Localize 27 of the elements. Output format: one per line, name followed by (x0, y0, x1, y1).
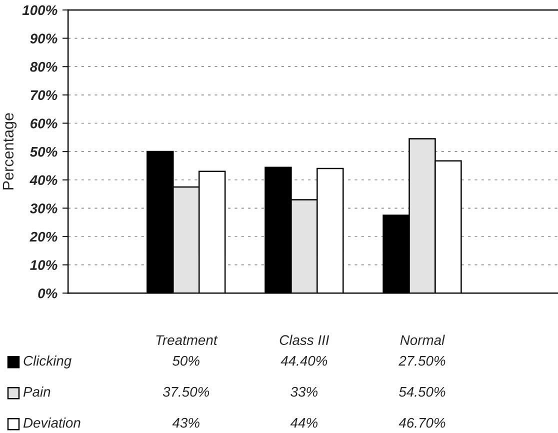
y-tick-label: 70% (30, 90, 58, 100)
data-label: 37.50% (162, 386, 210, 397)
data-label: 44.40% (280, 356, 328, 366)
y-tick-label: 60% (30, 118, 58, 128)
data-label: 33% (290, 386, 318, 397)
y-tick-label: 100% (22, 5, 58, 16)
x-tick-label: Treatment (156, 335, 218, 346)
data-label: 54.50% (399, 386, 446, 397)
data-label: 27.50% (398, 356, 446, 366)
x-tick-label: Normal (400, 334, 445, 346)
data-label: 43% (172, 418, 200, 428)
data-label: 44% (290, 418, 318, 428)
x-tick-label: Class III (280, 334, 330, 346)
legend-label: Clicking (24, 356, 72, 368)
y-tick-label: 90% (30, 34, 58, 44)
data-label: 50% (172, 356, 200, 366)
data-label: 46.70% (398, 418, 446, 428)
legend-label: Deviation (23, 418, 80, 428)
y-tick-label: 30% (30, 204, 58, 214)
y-tick-label: 80% (30, 62, 58, 72)
legend-label: Pain (23, 386, 50, 397)
y-tick-label: 40% (30, 175, 58, 186)
y-tick-label: 0% (38, 288, 58, 298)
y-axis-title: Percentage (2, 113, 17, 190)
y-tick-label: 10% (30, 260, 58, 270)
y-tick-label: 50% (30, 146, 58, 157)
y-tick-label: 20% (30, 232, 58, 242)
